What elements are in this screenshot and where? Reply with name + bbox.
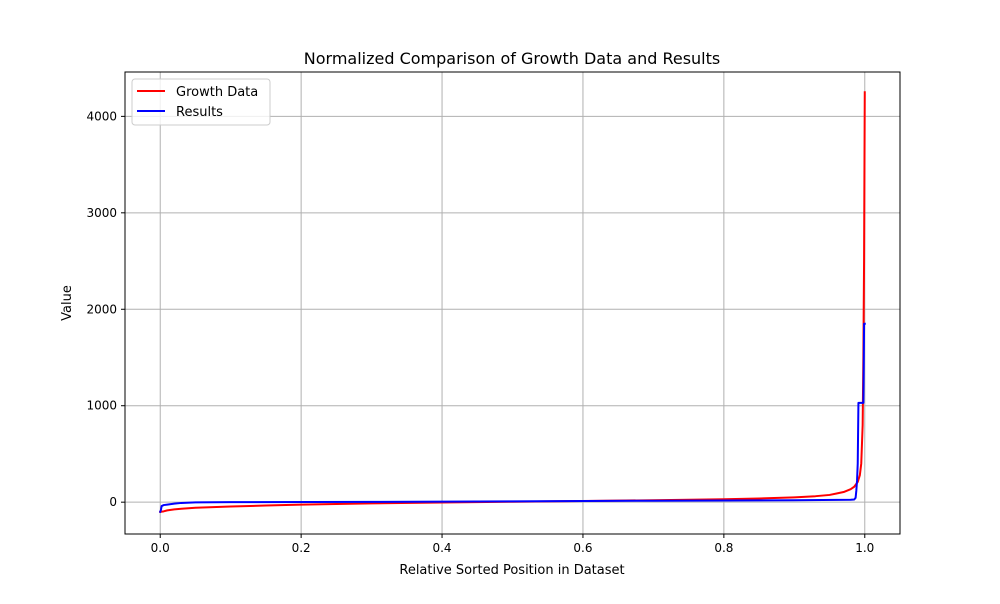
y-tick-label: 0 <box>109 495 117 509</box>
x-axis-label: Relative Sorted Position in Dataset <box>399 563 624 578</box>
y-axis-ticks: 0 1000 2000 3000 4000 <box>86 109 125 509</box>
y-tick-label: 1000 <box>86 399 117 413</box>
y-tick-label: 3000 <box>86 206 117 220</box>
y-axis-label: Value <box>60 285 75 321</box>
y-tick-label: 2000 <box>86 302 117 316</box>
x-tick-label: 0.8 <box>714 541 733 555</box>
series-line-results <box>158 322 866 514</box>
grid-layer <box>125 72 900 534</box>
y-tick-label: 4000 <box>86 109 117 123</box>
x-tick-label: 0.4 <box>432 541 451 555</box>
plot-frame <box>124 71 901 535</box>
series-layer <box>158 91 866 514</box>
x-tick-label: 1.0 <box>855 541 874 555</box>
legend-label-growth-data: Growth Data <box>176 85 258 100</box>
x-tick-label: 0.0 <box>151 541 170 555</box>
x-tick-label: 0.6 <box>573 541 592 555</box>
legend-box <box>131 78 271 126</box>
legend: Growth Data Results <box>131 78 271 126</box>
legend-label-results: Results <box>176 105 223 120</box>
series-line-growth-data <box>159 91 866 513</box>
x-axis-ticks: 0.0 0.2 0.4 0.6 0.8 1.0 <box>151 534 874 555</box>
x-tick-label: 0.2 <box>292 541 311 555</box>
chart-title: Normalized Comparison of Growth Data and… <box>304 49 720 68</box>
